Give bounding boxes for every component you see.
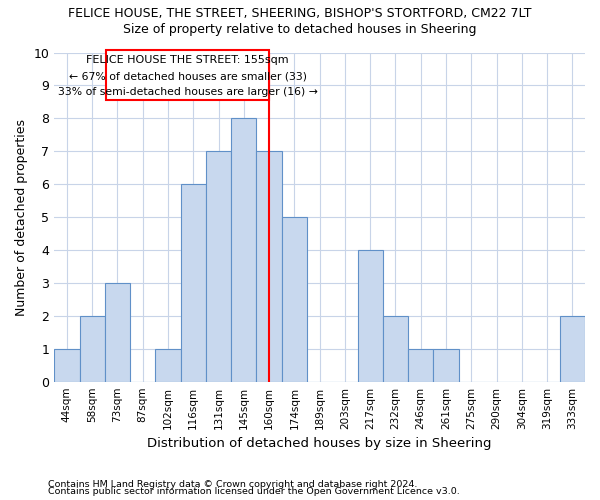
Bar <box>155 349 181 382</box>
FancyBboxPatch shape <box>106 50 269 100</box>
Bar <box>560 316 585 382</box>
Text: Size of property relative to detached houses in Sheering: Size of property relative to detached ho… <box>123 22 477 36</box>
Bar <box>105 283 130 382</box>
Y-axis label: Number of detached properties: Number of detached properties <box>15 118 28 316</box>
Bar <box>282 217 307 382</box>
Bar <box>54 349 80 382</box>
Text: 33% of semi-detached houses are larger (16) →: 33% of semi-detached houses are larger (… <box>58 87 317 97</box>
Bar <box>433 349 458 382</box>
Bar <box>383 316 408 382</box>
Bar <box>181 184 206 382</box>
Text: ← 67% of detached houses are smaller (33): ← 67% of detached houses are smaller (33… <box>68 72 307 82</box>
Bar <box>256 152 282 382</box>
Bar <box>80 316 105 382</box>
Text: FELICE HOUSE THE STREET: 155sqm: FELICE HOUSE THE STREET: 155sqm <box>86 56 289 66</box>
Bar <box>231 118 256 382</box>
Bar <box>358 250 383 382</box>
Text: FELICE HOUSE, THE STREET, SHEERING, BISHOP'S STORTFORD, CM22 7LT: FELICE HOUSE, THE STREET, SHEERING, BISH… <box>68 8 532 20</box>
Text: Contains public sector information licensed under the Open Government Licence v3: Contains public sector information licen… <box>48 488 460 496</box>
X-axis label: Distribution of detached houses by size in Sheering: Distribution of detached houses by size … <box>148 437 492 450</box>
Bar <box>206 152 231 382</box>
Text: Contains HM Land Registry data © Crown copyright and database right 2024.: Contains HM Land Registry data © Crown c… <box>48 480 418 489</box>
Bar <box>408 349 433 382</box>
